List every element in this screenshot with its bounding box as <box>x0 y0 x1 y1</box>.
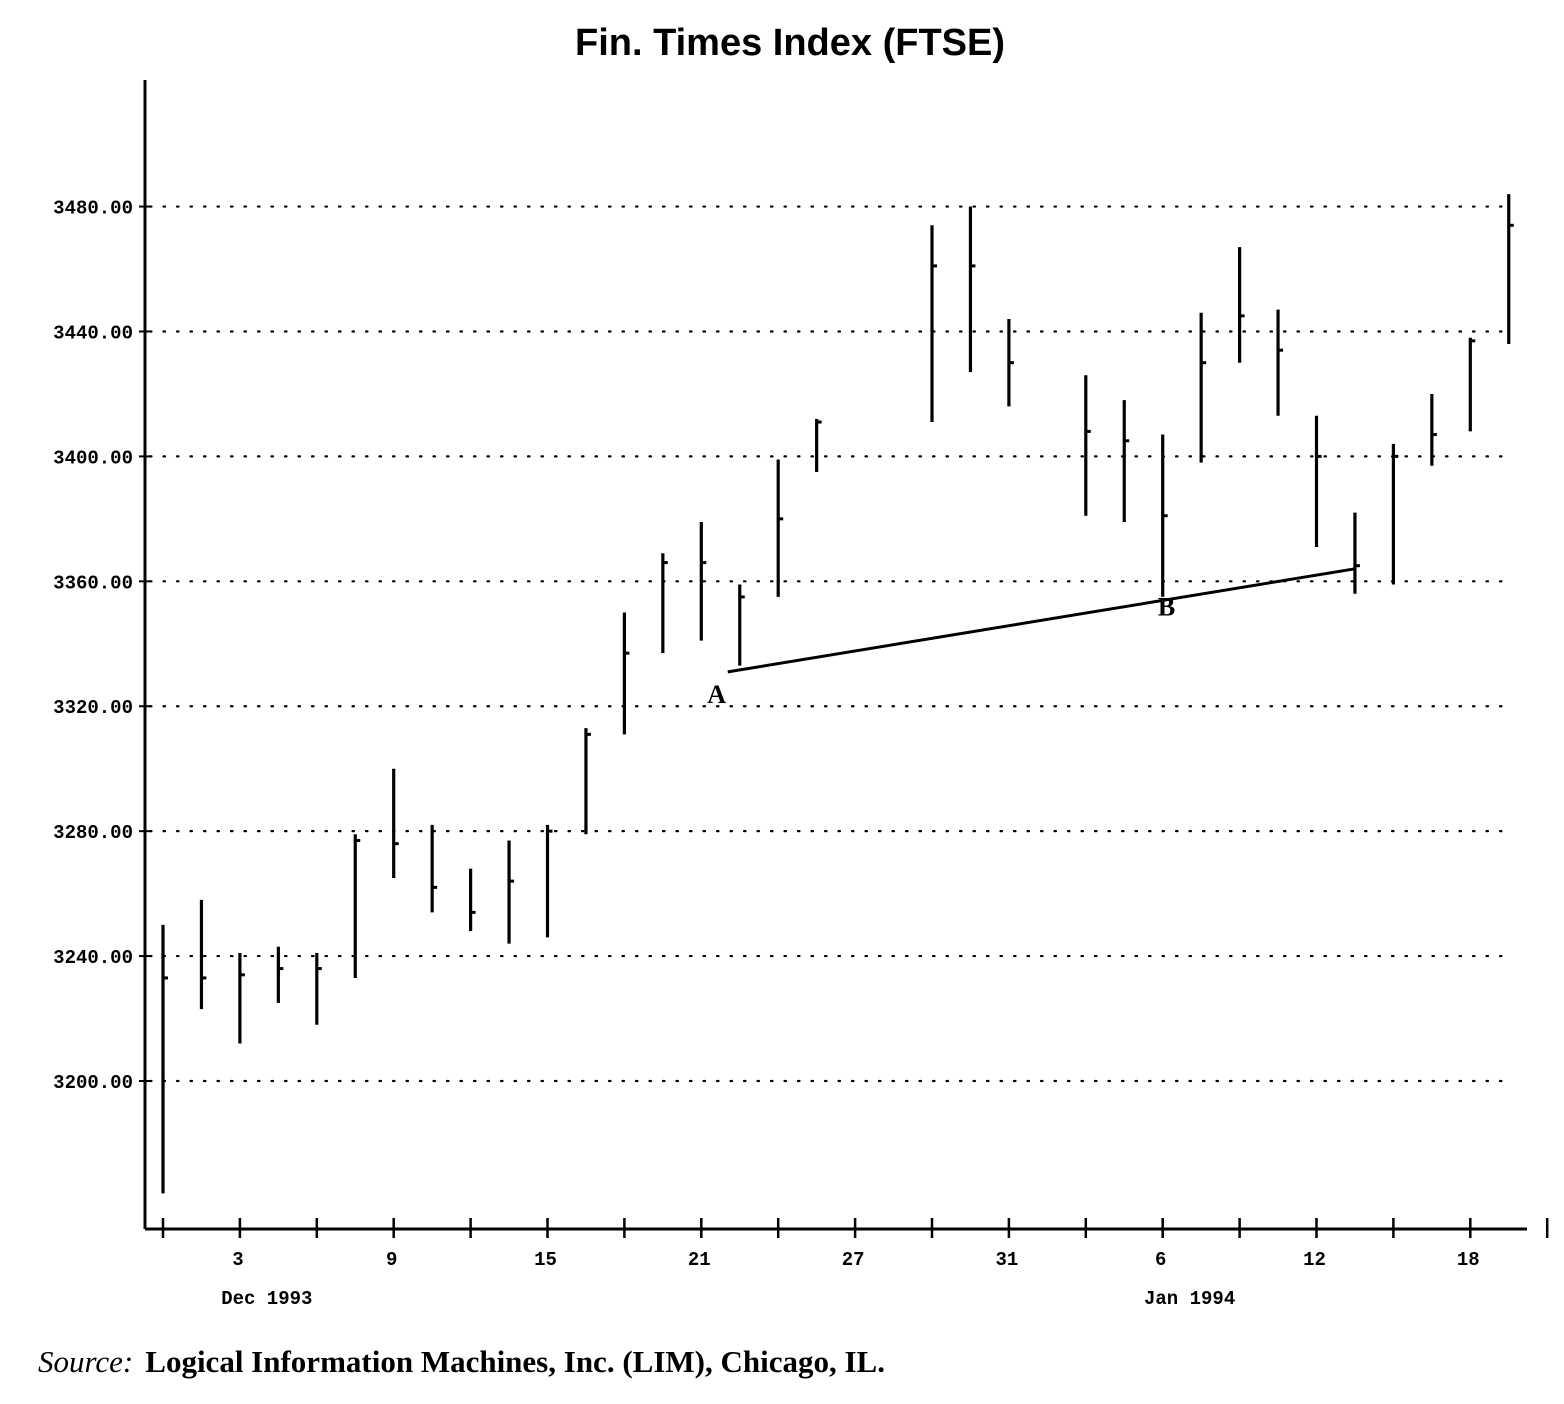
y-tick-label: 3400.00 <box>53 447 133 469</box>
price-bars <box>161 194 1514 1194</box>
x-tick-label: 31 <box>995 1249 1018 1271</box>
x-tick-label: 12 <box>1303 1249 1326 1271</box>
axes <box>143 80 1527 1231</box>
y-tick-label: 3280.00 <box>53 822 133 844</box>
source-note: Source: Logical Information Machines, Inc… <box>38 1344 885 1380</box>
trendline-layer <box>727 567 1356 674</box>
x-tick-label: 27 <box>842 1249 865 1271</box>
x-tick-label: 18 <box>1457 1249 1480 1271</box>
source-label: Source: <box>38 1344 134 1379</box>
y-tick-label: 3320.00 <box>53 697 133 719</box>
x-tick-label: 9 <box>386 1249 397 1271</box>
y-tick-label: 3240.00 <box>53 947 133 969</box>
y-tick-label: 3200.00 <box>53 1072 133 1094</box>
x-tick-label: 6 <box>1155 1249 1166 1271</box>
source-text: Logical Information Machines, Inc. (LIM)… <box>145 1344 885 1379</box>
y-axis-labels: 3200.00 3240.00 3280.00 3320.00 3360.00 3400.… <box>53 198 133 1094</box>
x-tick-label: 15 <box>534 1249 557 1271</box>
chart-title: Fin. Times Index (FTSE) <box>574 22 1006 64</box>
gridlines <box>139 205 1512 1083</box>
trendline <box>727 567 1356 674</box>
month-label: Dec 1993 <box>221 1288 312 1310</box>
x-tick-label: 21 <box>688 1249 711 1271</box>
y-tick-label: 3360.00 <box>53 572 133 594</box>
annotation-label: A <box>707 680 726 709</box>
annotations: AB <box>707 593 1175 709</box>
x-axis-ticks: 3 9 15 21 27 31 6 12 18 Dec 1993 Jan 1994 <box>161 1218 1549 1310</box>
month-label: Jan 1994 <box>1144 1288 1235 1310</box>
annotation-label: B <box>1158 593 1175 622</box>
x-tick-label: 3 <box>232 1249 243 1271</box>
y-tick-label: 3440.00 <box>53 322 133 344</box>
y-tick-label: 3480.00 <box>53 198 133 220</box>
